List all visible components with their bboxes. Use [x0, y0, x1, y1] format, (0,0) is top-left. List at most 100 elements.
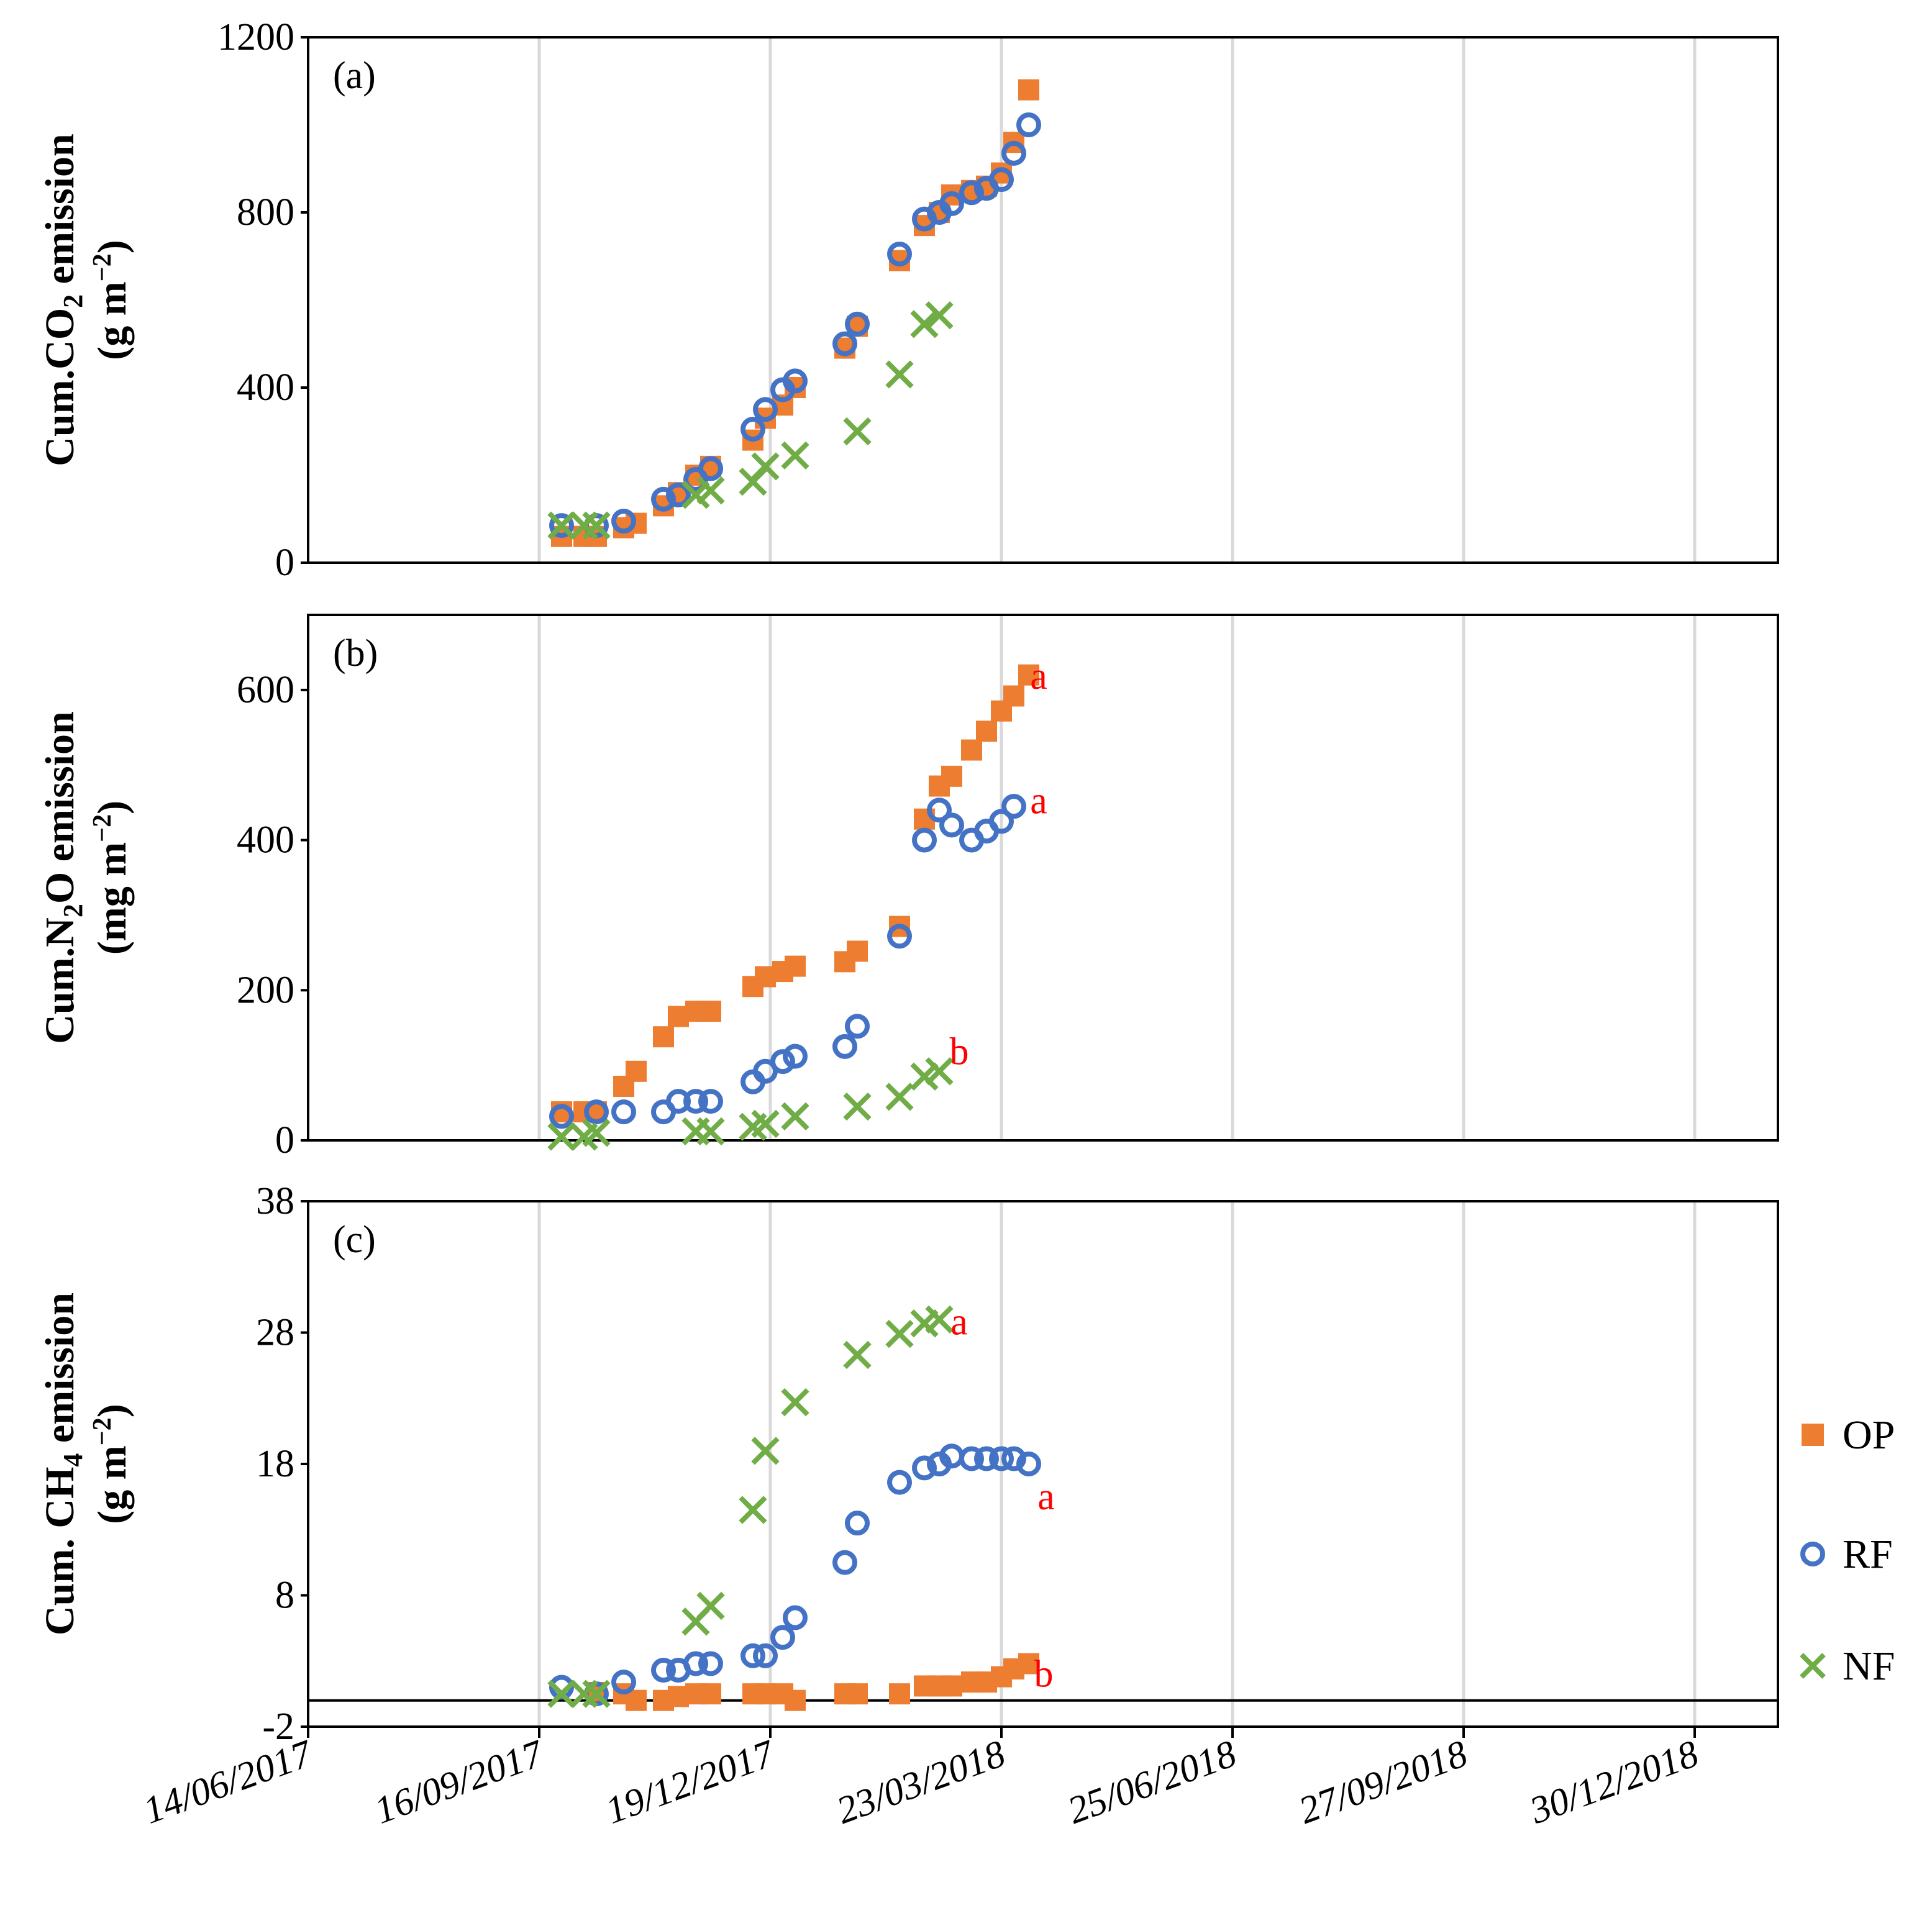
point-rf — [974, 1446, 999, 1471]
y-axis-title-line1-b: Cum.N2O emission — [37, 711, 88, 1043]
point-rf — [611, 509, 636, 534]
xtick-label: 16/09/2017 — [369, 1732, 550, 1832]
y-axis-title-unit-part: (mg m — [89, 842, 135, 955]
point-op — [847, 1683, 868, 1705]
point-rf — [783, 1043, 808, 1069]
point-nf — [910, 1309, 939, 1338]
point-nf — [885, 1319, 914, 1348]
y-axis-title-part: 2 — [58, 904, 88, 917]
point-rf — [1001, 1446, 1026, 1471]
point-rf — [989, 167, 1014, 193]
point-nf — [781, 441, 809, 470]
point-rf — [959, 180, 984, 206]
point-nf — [582, 1119, 611, 1147]
legend-marker-op — [1802, 1424, 1824, 1446]
ytick-label-b: 400 — [237, 819, 294, 861]
significance-letter-b: a — [1030, 780, 1047, 822]
point-rf — [939, 812, 964, 838]
point-op — [626, 1060, 647, 1082]
panel-b: 0 200 400 600 (b) Cum.N2O emission (mg m−2) a a b — [37, 614, 1779, 1161]
point-rf — [549, 513, 574, 539]
point-op — [700, 1683, 721, 1705]
xtick-label: 23/03/2018 — [831, 1732, 1011, 1832]
point-rf — [845, 1511, 870, 1536]
point-rf — [939, 191, 964, 216]
y-axis-title-c: Cum. CH4 emission(g m−2) — [37, 1293, 135, 1635]
legend-marker-nf — [1800, 1653, 1826, 1679]
y-axis-title-unit-part: ) — [89, 801, 135, 814]
point-rf — [698, 456, 723, 481]
y-axis-title-unit-part: ) — [89, 240, 135, 253]
significance-letter-b: b — [950, 1030, 969, 1073]
point-rf — [683, 1651, 708, 1676]
xtick-label: 25/06/2018 — [1062, 1732, 1242, 1832]
point-nf — [843, 1340, 872, 1370]
point-rf — [740, 1643, 765, 1668]
point-rf — [912, 827, 937, 853]
point-rf — [832, 1550, 857, 1575]
ytick-label-c: -2 — [262, 1706, 294, 1748]
point-rf — [584, 1099, 609, 1125]
point-nf — [582, 511, 611, 540]
ytick-label-c: 28 — [256, 1312, 294, 1354]
significance-letter-b: a — [1030, 655, 1047, 698]
y-axis-title-line2-a: (g m−2) — [88, 240, 135, 360]
point-rf — [1001, 140, 1026, 166]
point-nf — [696, 1117, 725, 1146]
point-nf — [696, 1591, 725, 1620]
point-nf — [910, 1062, 939, 1091]
point-op — [700, 1001, 721, 1022]
y-axis-title-part: O emission — [37, 711, 83, 904]
panel-label-b: (b) — [333, 632, 378, 675]
point-nf — [781, 1102, 809, 1130]
point-rf — [832, 331, 857, 357]
point-op — [889, 1683, 910, 1705]
ytick-label-b: 200 — [237, 969, 294, 1011]
point-op — [626, 1689, 647, 1711]
y-axis-title-b: Cum.N2O emission (mg m−2) — [37, 711, 135, 1043]
significance-letter-c: b — [1034, 1653, 1054, 1695]
y-axis-title-a: Cum.CO2 emission(g m−2) — [37, 134, 135, 466]
y-axis-title-unit-part: −2 — [88, 1417, 117, 1445]
point-op — [1018, 664, 1039, 686]
panel-a: 0 400 800 1200 (a) Cum.CO2 emission(g m−2) — [37, 16, 1779, 584]
panel-label-a: (a) — [333, 55, 376, 97]
point-rf — [611, 1670, 636, 1695]
ytick-label-a: 400 — [237, 366, 294, 409]
y-axis-title-unit-part: (g m — [89, 1445, 135, 1524]
y-axis-title-unit-part: −2 — [88, 814, 117, 842]
point-rf — [1016, 112, 1041, 137]
point-nf — [547, 511, 576, 540]
y-axis-title-part: Cum.N — [37, 917, 83, 1044]
ytick-label-c: 18 — [256, 1443, 294, 1485]
point-rf — [549, 1104, 574, 1129]
point-op — [785, 1689, 806, 1711]
point-nf — [925, 301, 954, 330]
point-nf — [925, 1057, 954, 1086]
point-op — [976, 720, 997, 742]
point-rf — [887, 1470, 912, 1495]
xtick-label: 30/12/2018 — [1524, 1732, 1704, 1832]
point-rf — [611, 1099, 636, 1125]
point-rf — [959, 1446, 984, 1471]
point-rf — [753, 1643, 778, 1668]
point-rf — [666, 482, 691, 507]
point-nf — [910, 310, 939, 339]
plot-frame-c — [307, 1200, 1779, 1728]
panel-label-c: (c) — [333, 1219, 376, 1261]
ytick-label-a: 800 — [237, 191, 294, 234]
point-nf — [739, 1496, 767, 1524]
point-nf — [547, 1679, 576, 1708]
point-nf — [751, 1437, 780, 1465]
point-rf — [845, 311, 870, 337]
xtick-label: 14/06/2017 — [138, 1732, 319, 1832]
point-rf — [770, 1625, 795, 1650]
y-axis-title-part: emission — [37, 1293, 83, 1453]
y-axis-title-line2-c: (g m−2) — [88, 1404, 135, 1524]
y-axis-title-unit-part: ) — [89, 1404, 135, 1417]
point-rf — [887, 241, 912, 266]
y-axis-title-line1-c: Cum. CH4 emission — [37, 1293, 88, 1635]
point-rf — [770, 1049, 795, 1075]
point-nf — [885, 1083, 914, 1111]
